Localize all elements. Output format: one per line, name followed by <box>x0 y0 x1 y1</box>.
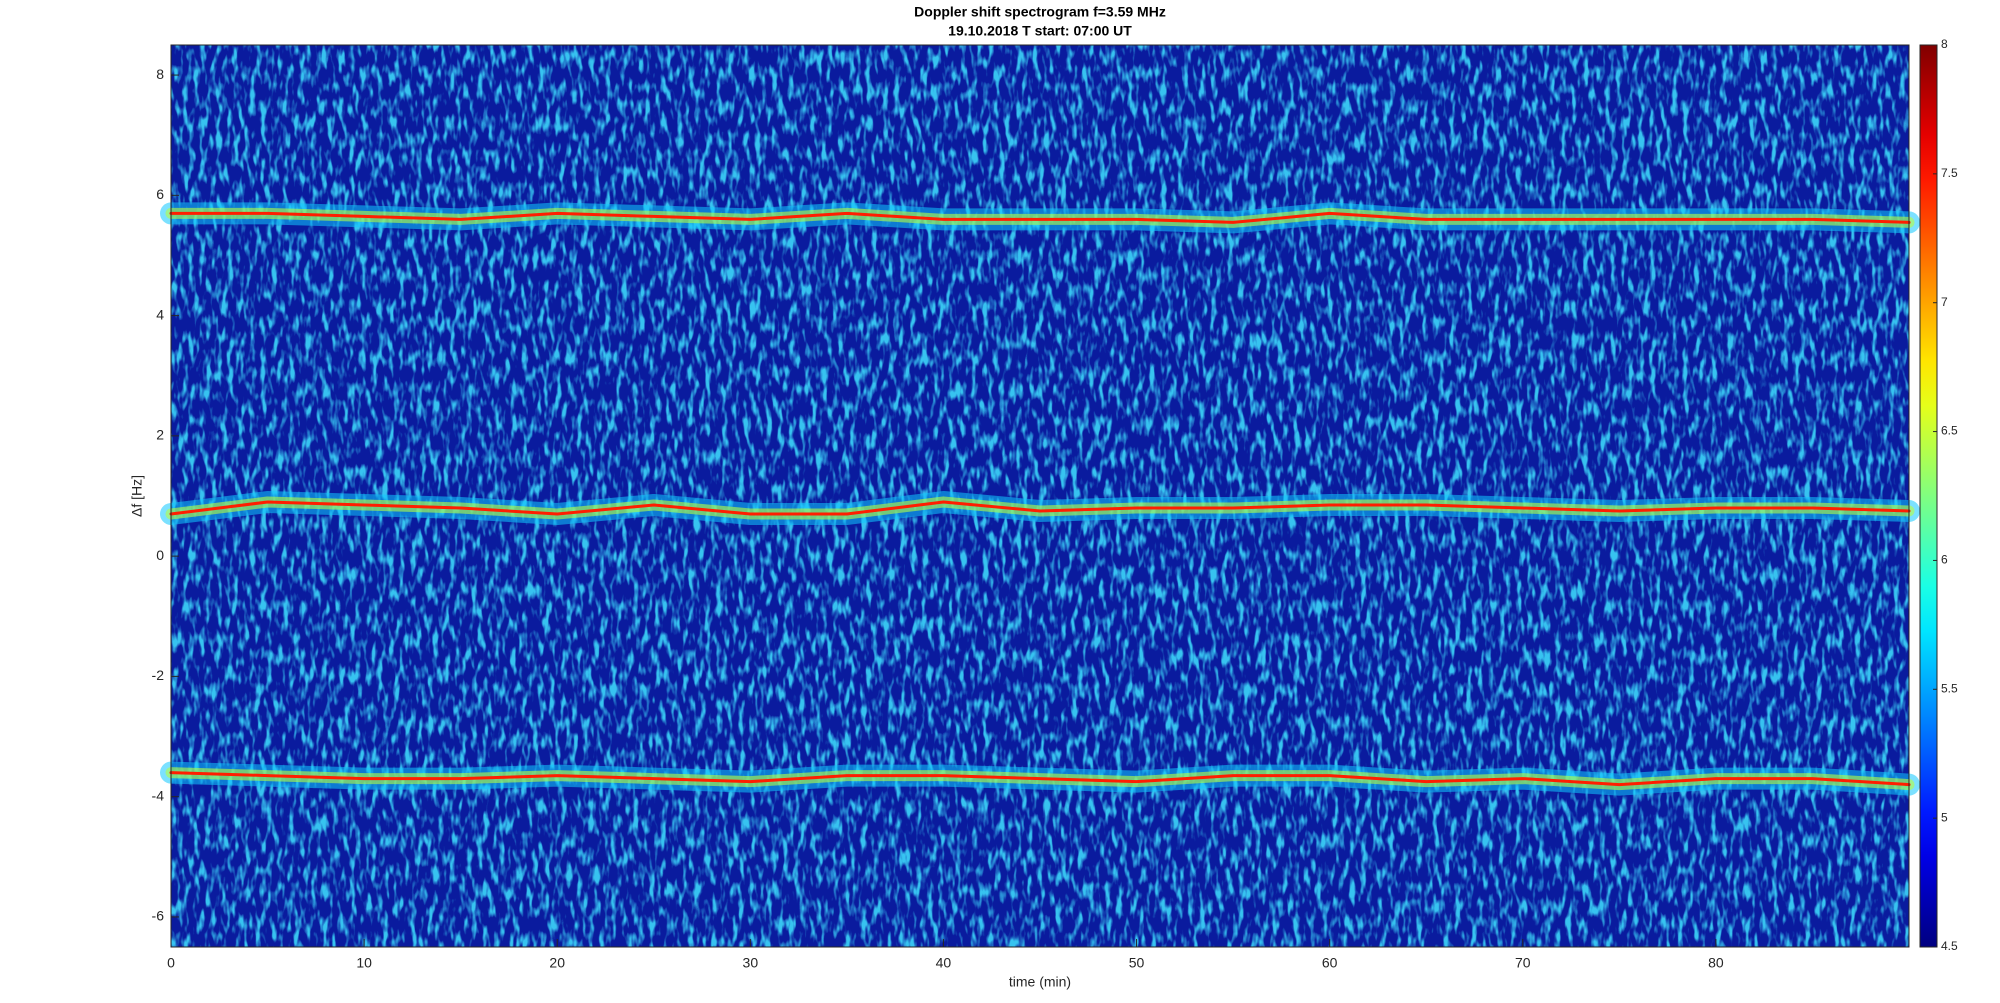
x-tick-label: 80 <box>1708 955 1724 971</box>
colorbar-tick-label: 7.5 <box>1941 166 1958 180</box>
x-tick-label: 70 <box>1515 955 1531 971</box>
x-axis-label: time (min) <box>1009 974 1071 990</box>
colorbar <box>1919 44 1938 948</box>
y-tick-label: -6 <box>152 908 165 924</box>
colorbar-tick-label: 5.5 <box>1941 681 1958 695</box>
x-tick-label: 20 <box>549 955 565 971</box>
colorbar-tick-label: 8 <box>1941 37 1948 51</box>
y-axis-label: Δf [Hz] <box>129 475 145 517</box>
colorbar-tick-label: 7 <box>1941 295 1948 309</box>
trace <box>169 771 1911 787</box>
y-tick-label: 2 <box>156 427 164 443</box>
y-tick-label: -2 <box>152 667 165 683</box>
colorbar-tick-label: 6.5 <box>1941 424 1958 438</box>
colorbar-tick-label: 5 <box>1941 810 1948 824</box>
y-tick-label: 6 <box>156 186 164 202</box>
trace <box>169 211 1911 224</box>
x-tick-label: 30 <box>743 955 759 971</box>
y-tick-label: -4 <box>152 787 165 803</box>
chart-subtitle: 19.10.2018 T start: 07:00 UT <box>948 23 1132 39</box>
trace <box>169 500 1911 516</box>
y-tick-label: 8 <box>156 66 164 82</box>
y-tick-label: 0 <box>156 547 164 563</box>
axes-box <box>170 44 1910 948</box>
x-tick-label: 40 <box>936 955 952 971</box>
x-tick-label: 0 <box>167 955 175 971</box>
x-tick-label: 50 <box>1129 955 1145 971</box>
chart-title: Doppler shift spectrogram f=3.59 MHz <box>914 4 1166 20</box>
colorbar-tick-label: 6 <box>1941 553 1948 567</box>
colorbar-tick-label: 4.5 <box>1941 939 1958 953</box>
x-tick-label: 60 <box>1322 955 1338 971</box>
noise-texture <box>171 45 1909 947</box>
x-tick-label: 10 <box>356 955 372 971</box>
y-tick-label: 4 <box>156 306 164 322</box>
